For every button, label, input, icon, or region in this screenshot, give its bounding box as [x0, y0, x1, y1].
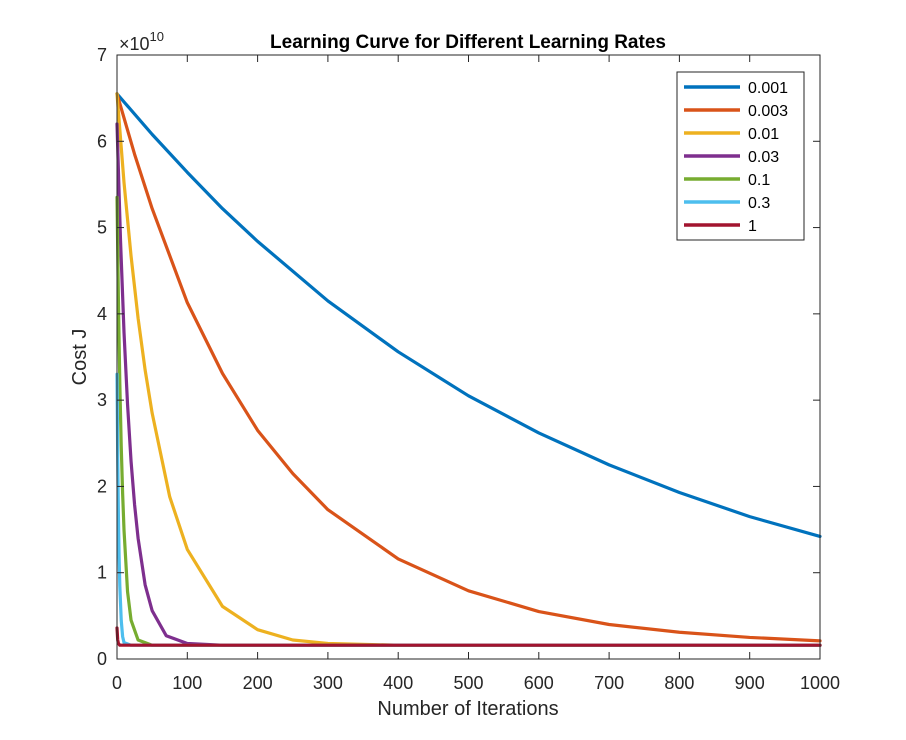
- y-multiplier-exponent: 10: [150, 29, 164, 44]
- x-tick-label: 100: [172, 673, 202, 693]
- y-tick-label: 0: [97, 649, 107, 669]
- y-tick-label: 4: [97, 304, 107, 324]
- x-tick-label: 400: [383, 673, 413, 693]
- series-line-0_01: [115, 92, 822, 647]
- y-tick-label: 1: [97, 563, 107, 583]
- x-tick-label: 800: [664, 673, 694, 693]
- y-tick-label: 6: [97, 131, 107, 151]
- x-tick-label: 600: [524, 673, 554, 693]
- legend-label: 0.3: [748, 195, 770, 212]
- series-line-0_001: [115, 92, 822, 539]
- x-tick-label: 700: [594, 673, 624, 693]
- x-tick-label: 300: [313, 673, 343, 693]
- series-line-0_003: [115, 92, 822, 643]
- legend-label: 0.03: [748, 149, 779, 166]
- y-tick-label: 2: [97, 476, 107, 496]
- y-multiplier-base: ×10: [119, 34, 150, 54]
- x-tick-label: 1000: [800, 673, 840, 693]
- legend-label: 0.001: [748, 80, 788, 97]
- x-tick-label: 0: [112, 673, 122, 693]
- legend-label: 0.003: [748, 103, 788, 120]
- x-axis-label: Number of Iterations: [377, 698, 558, 720]
- series-layer: [115, 92, 822, 647]
- x-tick-label: 500: [453, 673, 483, 693]
- x-tick-label: 900: [735, 673, 765, 693]
- legend: 0.001 0.003 0.01 0.03 0.1 0.3 1: [676, 71, 805, 241]
- y-tick-label: 7: [97, 45, 107, 65]
- y-axis-multiplier: ×1010: [119, 29, 164, 54]
- x-tick-label: 200: [243, 673, 273, 693]
- legend-label: 1: [748, 218, 757, 235]
- y-tick-label: 3: [97, 390, 107, 410]
- y-axis-ticks: 0 1 2 3 4 5 6 7: [97, 45, 820, 669]
- legend-label: 0.01: [748, 126, 779, 143]
- series-line-0_1: [115, 195, 822, 647]
- series-line-1: [115, 626, 822, 647]
- legend-label: 0.1: [748, 172, 770, 189]
- chart-title: Learning Curve for Different Learning Ra…: [270, 32, 666, 53]
- y-tick-label: 5: [97, 218, 107, 238]
- y-axis-label: Cost J: [69, 329, 91, 386]
- x-axis-ticks: 0 100 200 300 400 500 600 700 800 900 1000: [112, 55, 840, 693]
- series-line-0_03: [115, 122, 822, 647]
